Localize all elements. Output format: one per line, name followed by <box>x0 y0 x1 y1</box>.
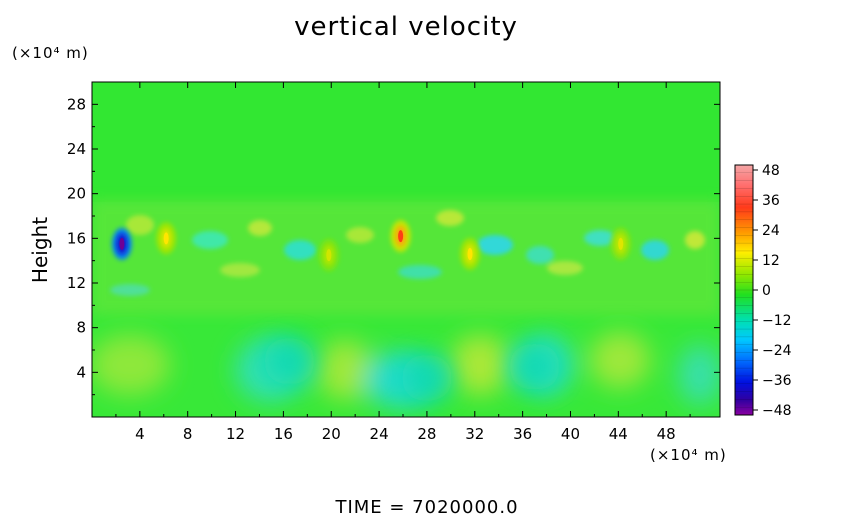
y-tick-label: 4 <box>76 363 86 381</box>
chart-title: vertical velocity <box>294 12 518 42</box>
velocity-cell-core <box>467 247 473 260</box>
y-tick-label: 28 <box>67 95 86 113</box>
colorbar-axis: 48 36 24 12 0 −12 −24 −36 −48 <box>735 163 792 419</box>
feature-layer <box>111 220 631 402</box>
velocity-cell <box>263 337 316 386</box>
velocity-cell-core <box>326 249 332 262</box>
y-tick-label: 8 <box>76 319 86 337</box>
x-tick-label: 20 <box>322 425 341 443</box>
velocity-cell-core <box>163 232 169 245</box>
velocity-cell-core <box>398 230 404 243</box>
x-tick-label: 36 <box>513 425 532 443</box>
x-tick-label: 48 <box>657 425 676 443</box>
x-tick-label: 40 <box>561 425 580 443</box>
x-tick-label: 12 <box>226 425 245 443</box>
x-tick-label: 8 <box>183 425 193 443</box>
colorbar-tick-label: −36 <box>762 373 792 389</box>
y-tick-label: 12 <box>67 274 86 292</box>
colorbar-tick-label: −48 <box>762 403 792 419</box>
x-tick-label: 44 <box>609 425 628 443</box>
x-axis-unit: (×10⁴ m) <box>650 446 727 464</box>
velocity-cell-core <box>119 237 125 250</box>
y-axis-unit: (×10⁴ m) <box>12 44 89 62</box>
y-tick-label: 24 <box>67 140 86 158</box>
x-tick-label: 28 <box>417 425 436 443</box>
x-tick-label: 4 <box>135 425 145 443</box>
time-footer: TIME = 7020000.0 <box>335 497 519 518</box>
y-tick-label: 16 <box>67 229 86 247</box>
colorbar-tick-label: −24 <box>762 343 792 359</box>
velocity-cell <box>508 342 561 391</box>
velocity-field <box>92 82 720 417</box>
colorbar-tick-label: 36 <box>762 193 780 209</box>
colorbar-tick-label: −12 <box>762 313 792 329</box>
x-tick-label: 32 <box>465 425 484 443</box>
velocity-cell <box>400 353 453 402</box>
x-axis: 4 8 12 16 20 24 28 32 36 40 44 48 <box>115 82 691 443</box>
y-axis: 4 8 12 16 20 24 28 <box>67 95 720 396</box>
y-tick-label: 20 <box>67 185 86 203</box>
plot-frame <box>91 81 721 418</box>
velocity-cell-core <box>618 237 624 250</box>
x-tick-label: 24 <box>370 425 389 443</box>
x-tick-label: 16 <box>274 425 293 443</box>
colorbar-tick-label: 48 <box>762 163 780 179</box>
colorbar-tick-label: 12 <box>762 253 780 269</box>
colorbar-tick-label: 24 <box>762 223 780 239</box>
colorbar-tick-label: 0 <box>762 283 771 299</box>
